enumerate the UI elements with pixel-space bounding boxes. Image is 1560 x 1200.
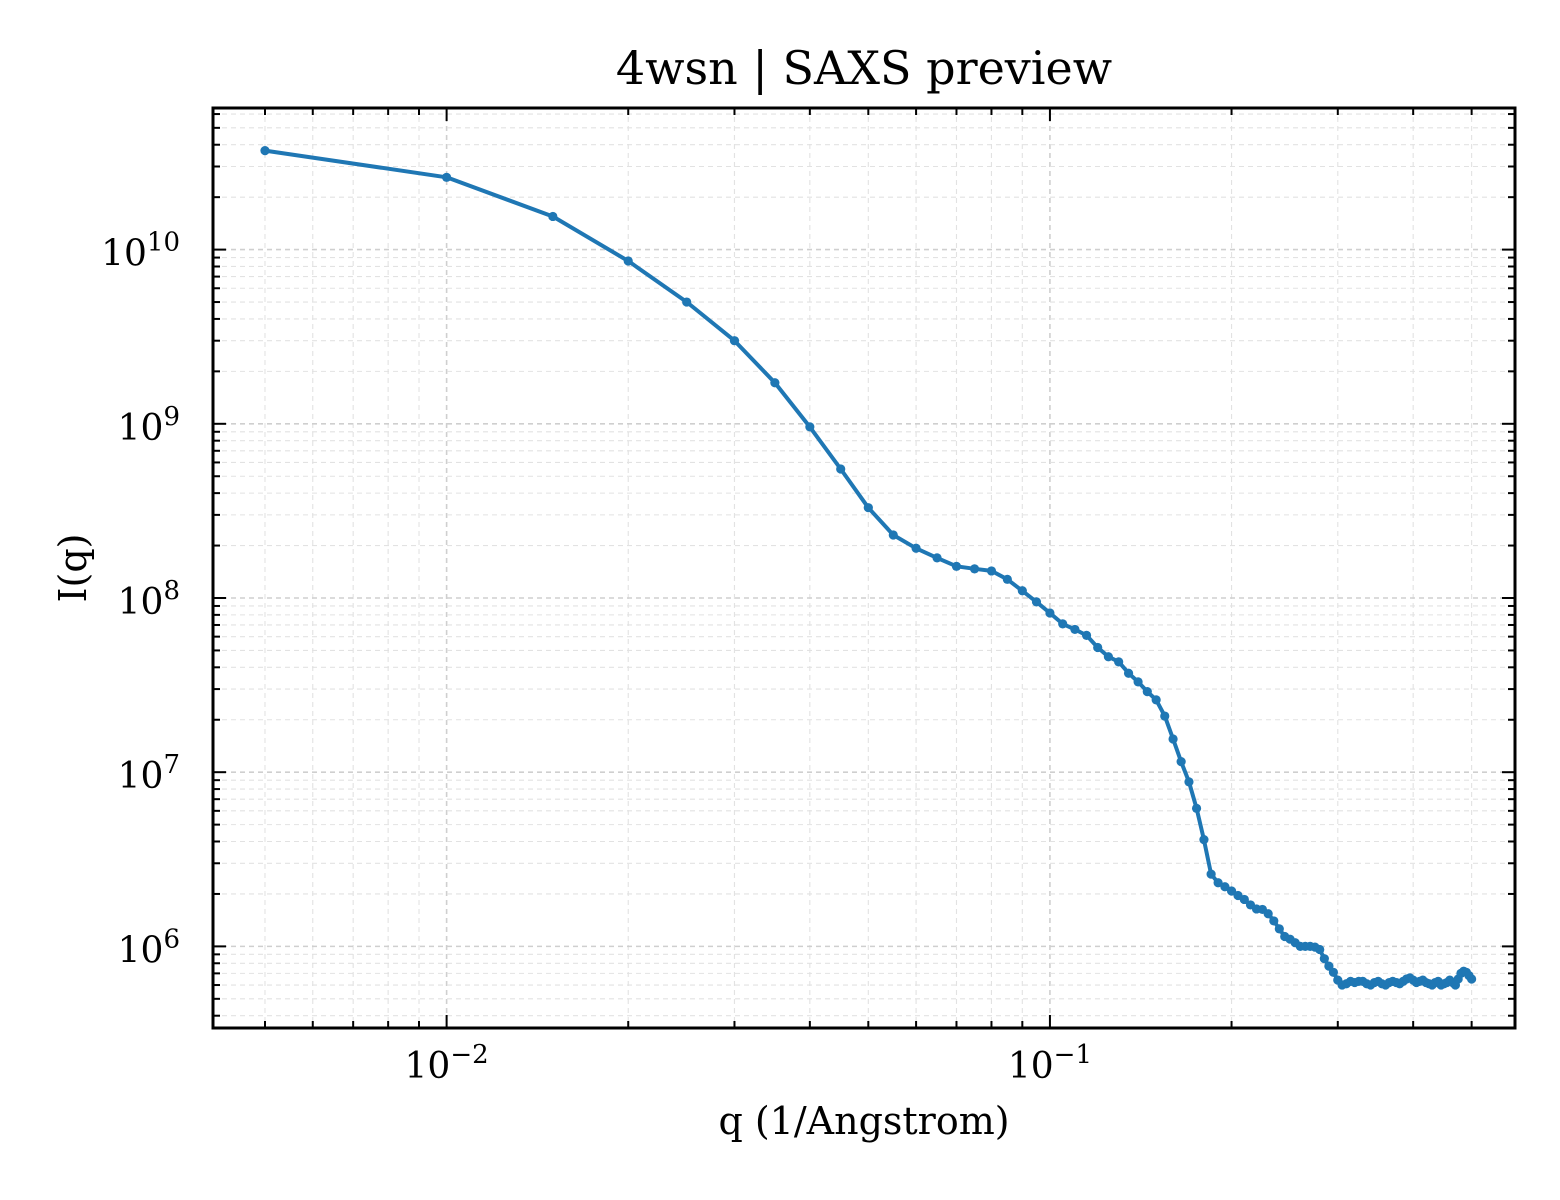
data-point [1093, 642, 1103, 653]
data-point [623, 256, 633, 266]
y-tick-label: 106 [118, 924, 180, 971]
data-point [1002, 574, 1012, 584]
data-point [911, 543, 921, 553]
data-point [1081, 630, 1092, 640]
data-point [836, 464, 846, 474]
data-point [863, 503, 873, 513]
y-tick-label: 108 [118, 576, 180, 623]
data-point [969, 564, 980, 574]
data-point [1160, 711, 1170, 721]
data-point [1045, 608, 1055, 618]
x-tick-labels: 10−2 10−1 [405, 1040, 1092, 1087]
x-tick-label: 10−2 [405, 1040, 489, 1087]
data-point [260, 146, 270, 156]
data-point [888, 530, 898, 540]
y-tick-label: 107 [118, 750, 180, 797]
x-axis-label: q (1/Angstrom) [718, 1099, 1009, 1143]
data-point [1226, 886, 1237, 896]
data-point [1114, 657, 1124, 667]
data-point [1239, 894, 1249, 905]
data-point [548, 211, 558, 222]
data-point [1123, 668, 1134, 678]
data-point [1220, 882, 1230, 892]
y-axis-label: I(q) [51, 534, 95, 603]
data-point [805, 422, 815, 432]
data-point [1168, 734, 1178, 744]
data-point [1263, 909, 1273, 919]
data-point [1142, 687, 1152, 697]
data-point [1017, 586, 1027, 596]
data-point [1058, 619, 1068, 629]
plot-frame [211, 106, 1517, 1030]
data-point [1315, 944, 1325, 955]
data-point [1213, 878, 1223, 888]
series [260, 146, 1477, 990]
data-point [1328, 967, 1338, 977]
y-tick-labels: 106 107 108 109 1010 [101, 228, 180, 972]
chart-title: 4wsn | SAXS preview [616, 41, 1112, 95]
data-point [1103, 652, 1113, 662]
data-point [1176, 757, 1186, 767]
data-point [1274, 924, 1284, 934]
data-point [770, 378, 780, 388]
data-point [1269, 916, 1279, 926]
data-point [1199, 835, 1209, 845]
data-point [1206, 869, 1216, 879]
data-point [682, 297, 692, 307]
y-tick-label: 109 [118, 402, 180, 449]
data-point [951, 561, 962, 571]
x-tick-label: 10−1 [1008, 1040, 1092, 1087]
data-point [442, 172, 452, 182]
data-point [1319, 954, 1329, 964]
data-point [1151, 695, 1161, 705]
data-point [1184, 777, 1194, 787]
data-point [1031, 597, 1042, 607]
data-point [932, 553, 942, 563]
y-tick-label: 1010 [101, 228, 180, 275]
data-point [1191, 803, 1202, 813]
data-point [729, 336, 740, 346]
data-point [1467, 974, 1477, 984]
data-point [986, 566, 997, 576]
data-point [1070, 624, 1080, 635]
data-point [1133, 677, 1143, 687]
